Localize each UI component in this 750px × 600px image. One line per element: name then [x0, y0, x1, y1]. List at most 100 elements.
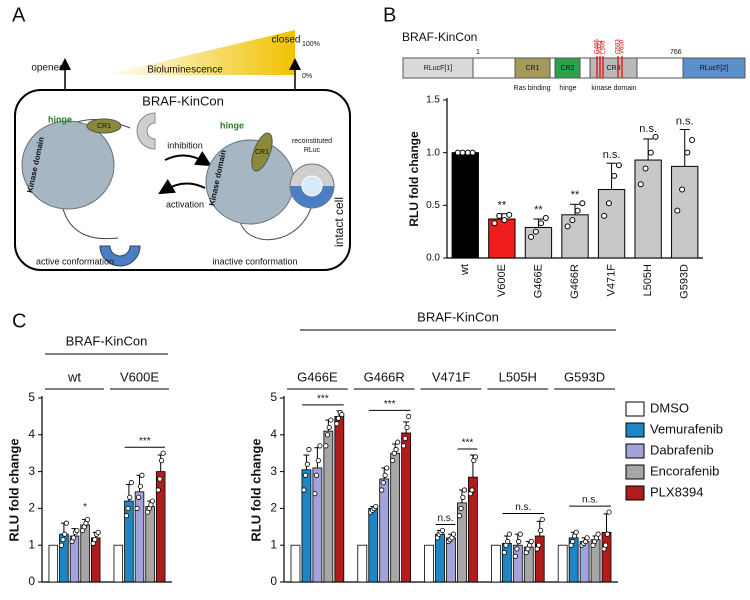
y-tick-label: 5 — [28, 390, 35, 404]
data-point — [439, 527, 446, 534]
bar — [357, 544, 368, 583]
legend-swatch — [625, 485, 645, 501]
arrow — [158, 179, 206, 195]
x-tick-label: G466E — [532, 264, 544, 298]
data-point — [334, 421, 340, 427]
rluc-core — [301, 175, 323, 197]
panel-label: A — [12, 4, 26, 26]
state-label: closed — [272, 35, 301, 46]
data-point — [58, 542, 65, 548]
y-tick-label: 2 — [28, 501, 35, 515]
cr1-label: CR1 — [97, 123, 111, 130]
bar — [597, 189, 626, 259]
data-point — [512, 553, 518, 559]
significance: *** — [462, 438, 474, 449]
data-point — [501, 217, 508, 224]
x-tick-label: L505H — [642, 264, 654, 296]
data-point — [155, 487, 161, 493]
rluc — [290, 186, 334, 208]
data-point — [642, 165, 649, 172]
data-point — [304, 461, 310, 467]
x-tick-label: G593D — [679, 264, 691, 299]
significance: * — [83, 502, 87, 513]
data-point — [528, 233, 535, 240]
bar — [446, 537, 456, 583]
significance: ** — [571, 189, 580, 201]
data-point — [123, 513, 130, 519]
cr1 — [251, 132, 273, 172]
panel-label: B — [383, 4, 396, 26]
data-point — [472, 454, 479, 460]
bar — [290, 544, 301, 583]
category-label: G593D — [564, 369, 605, 384]
data-point — [302, 472, 309, 478]
domain-box — [589, 57, 638, 79]
data-point — [313, 472, 320, 478]
rluc-fragment — [136, 112, 156, 150]
y-tick-label: 3 — [28, 464, 35, 478]
bar — [312, 467, 323, 583]
legend-swatch — [625, 422, 645, 438]
data-point — [595, 531, 601, 537]
significance: n.s. — [515, 502, 531, 513]
data-point — [402, 435, 408, 442]
data-point — [63, 520, 69, 526]
x-tick-label: V600E — [496, 264, 508, 297]
data-point — [579, 200, 586, 207]
construct-start: 1 — [476, 49, 480, 56]
bar — [424, 544, 434, 583]
data-point — [450, 531, 457, 537]
bar — [401, 432, 412, 583]
data-point — [395, 439, 401, 445]
data-point — [127, 494, 133, 500]
data-point — [538, 527, 544, 534]
data-point — [301, 487, 307, 493]
data-point — [315, 457, 321, 464]
bar — [634, 159, 662, 259]
data-point — [532, 228, 539, 235]
data-point — [514, 546, 520, 552]
group-title: BRAF-KinCon — [66, 333, 148, 348]
bar — [48, 544, 59, 583]
data-point — [542, 214, 549, 221]
data-point — [606, 509, 612, 515]
data-point — [323, 443, 329, 449]
data-point — [684, 149, 691, 156]
hinge-label: hinge — [220, 120, 244, 130]
bar — [145, 506, 155, 583]
data-point — [506, 211, 513, 218]
y-axis-label: RLU fold change — [248, 438, 263, 541]
caption: active conformation — [36, 256, 114, 266]
data-point — [573, 529, 579, 535]
data-point — [379, 487, 385, 493]
data-point — [136, 494, 142, 500]
data-point — [570, 538, 576, 545]
domain-caption: hinge — [559, 85, 576, 92]
category-label: G466E — [297, 369, 338, 384]
data-point — [491, 220, 498, 227]
caption: inactive conformation — [212, 256, 297, 266]
data-point — [95, 529, 101, 535]
domain-caption: kinase domain — [591, 85, 636, 92]
construct-title: BRAF-KinCon — [402, 30, 477, 44]
domain-label: CR1 — [525, 65, 539, 72]
bar — [368, 507, 379, 583]
group-title: BRAF-KinCon — [417, 309, 499, 324]
data-point — [637, 181, 644, 188]
data-point — [569, 217, 576, 224]
data-point — [458, 505, 464, 511]
data-point — [324, 432, 331, 438]
category-label: wt — [67, 369, 81, 384]
linker — [239, 204, 313, 241]
domain-box — [402, 57, 474, 79]
y-axis-label: RLU fold change — [407, 131, 421, 227]
domain-box — [682, 57, 746, 79]
bar — [334, 415, 345, 583]
bioluminescence-gradient — [105, 30, 295, 75]
data-point — [647, 149, 654, 156]
gradient-label: Bioluminescence — [147, 65, 223, 76]
data-point — [160, 450, 166, 456]
bar — [561, 214, 589, 259]
data-point — [574, 207, 581, 214]
rluc-fragment — [99, 245, 141, 267]
